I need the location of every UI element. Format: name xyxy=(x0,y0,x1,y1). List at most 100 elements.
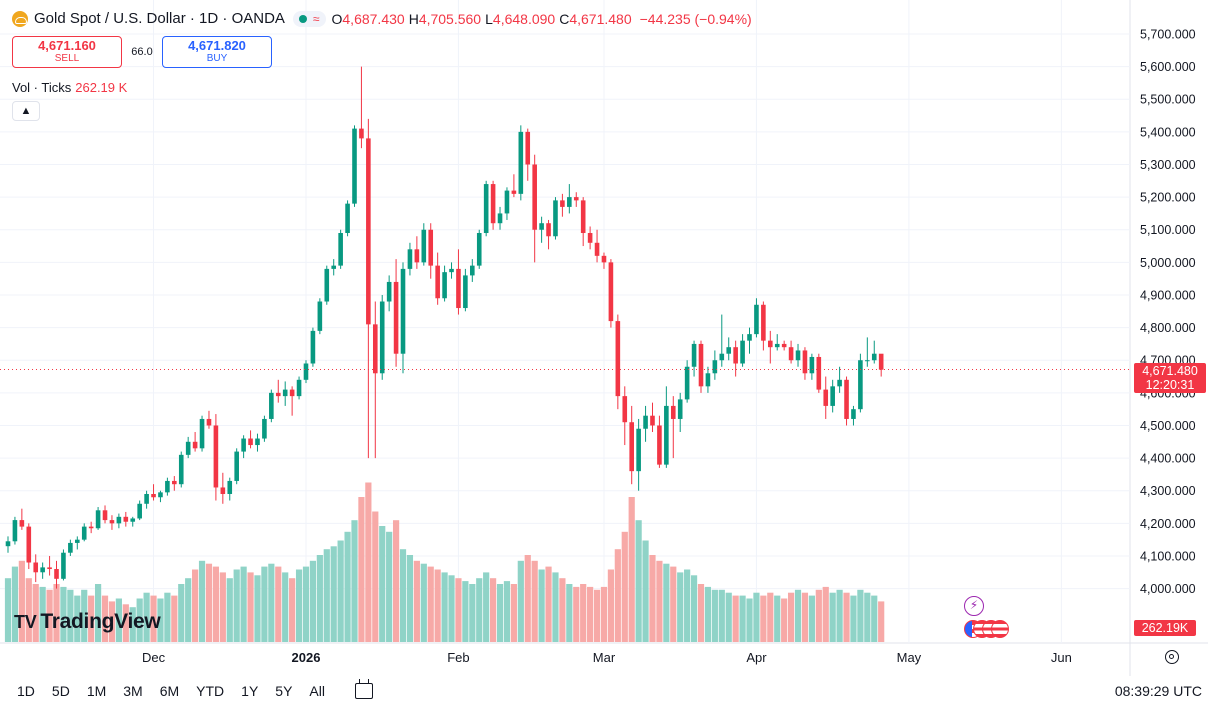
collapse-legend-button[interactable]: ▲ xyxy=(12,101,40,121)
gear-icon[interactable] xyxy=(1165,650,1179,664)
volume-bar xyxy=(74,595,81,642)
price-chart[interactable]: 5,700.000 5,600.000 5,500.000 5,400.000 5,30… xyxy=(0,0,1208,676)
volume-bar xyxy=(60,586,67,642)
candle-body xyxy=(470,265,475,276)
buy-button[interactable]: 4,671.820 BUY xyxy=(162,36,272,68)
candle-body xyxy=(761,304,766,341)
volume-bar xyxy=(580,584,587,642)
candle-body xyxy=(788,347,794,361)
candle-body xyxy=(275,392,281,397)
timeframe-6m[interactable]: 6M xyxy=(159,683,180,699)
candle-body xyxy=(774,343,780,348)
candle-body xyxy=(691,343,697,367)
volume-bar xyxy=(413,560,420,642)
candle-body xyxy=(677,399,683,419)
candle-body xyxy=(463,275,468,309)
volume-bar xyxy=(268,563,275,642)
tradingview-logo[interactable]: TV TradingView xyxy=(14,610,161,634)
candle-body xyxy=(587,233,593,243)
sell-button[interactable]: 4,671.160 SELL xyxy=(12,36,122,68)
volume-bar xyxy=(801,592,809,642)
bottom-toolbar: 1D 5D 1M 3M 6M YTD 1Y 5Y All 08:39:29 UT… xyxy=(0,676,1208,706)
price-tick-label: 5,700.000 xyxy=(1140,28,1196,42)
gold-symbol-icon xyxy=(12,10,28,27)
volume-bar xyxy=(150,595,157,642)
timeframe-1m[interactable]: 1M xyxy=(86,683,107,699)
timeframe-1d[interactable]: 1D xyxy=(17,683,35,699)
volume-bar xyxy=(122,604,129,642)
volume-bar xyxy=(684,569,691,642)
timeframe-1y[interactable]: 1Y xyxy=(241,683,259,699)
candle-body xyxy=(227,480,233,494)
volume-bar xyxy=(205,563,213,642)
volume-bar xyxy=(656,560,663,642)
trade-buttons: 4,671.160 SELL 66.0 4,671.820 BUY xyxy=(12,36,272,68)
candle-body xyxy=(414,249,420,263)
volume-bar xyxy=(843,592,850,642)
candle-body xyxy=(636,428,641,472)
candle-body xyxy=(144,493,149,504)
candle-body xyxy=(878,353,884,370)
candle-body xyxy=(220,487,226,494)
volume-tag: 262.19K xyxy=(1134,620,1196,636)
volume-bar xyxy=(198,560,206,642)
symbol-legend: Gold Spot / U.S. Dollar · 1D · OANDA ≈ O… xyxy=(12,10,752,27)
candle-body xyxy=(68,542,73,553)
volume-bar xyxy=(663,563,670,642)
utc-clock[interactable]: 08:39:29 UTC xyxy=(1114,683,1202,699)
volume-bar xyxy=(864,592,871,642)
candle-body xyxy=(151,493,156,498)
candle-body xyxy=(5,541,11,547)
candle-body xyxy=(601,255,607,263)
lightning-event-icon[interactable]: ⚡ xyxy=(964,596,984,616)
candle-body xyxy=(310,330,316,364)
candle-body xyxy=(379,301,385,374)
volume-bar xyxy=(323,549,330,642)
candle-body xyxy=(88,526,94,529)
candle-body xyxy=(795,350,801,361)
volume-bar xyxy=(164,592,171,642)
volume-bar xyxy=(372,511,379,642)
volume-bar xyxy=(185,578,192,642)
volume-bar xyxy=(503,581,511,642)
price-tick-label: 4,800.000 xyxy=(1140,321,1196,335)
candle-body xyxy=(719,353,725,361)
candle-body xyxy=(560,200,565,207)
candle-body xyxy=(497,213,503,224)
economic-events[interactable] xyxy=(964,620,1009,638)
volume-bar xyxy=(600,586,608,642)
candle-body xyxy=(615,321,621,397)
time-tick-label: May xyxy=(897,650,922,665)
volume-bar xyxy=(386,531,393,642)
candle-body xyxy=(372,324,378,374)
event-flag-icon xyxy=(991,620,1009,638)
volume-bar xyxy=(829,592,836,642)
time-tick-label: Feb xyxy=(447,650,469,665)
timeframe-5y[interactable]: 5Y xyxy=(275,683,293,699)
candle-body xyxy=(331,265,337,269)
time-tick-label: 2026 xyxy=(292,650,321,665)
candle-body xyxy=(428,229,434,266)
chevron-up-icon: ▲ xyxy=(20,105,32,117)
volume-bar xyxy=(732,595,739,642)
volume-bar xyxy=(192,569,199,642)
volume-bar xyxy=(815,589,822,642)
candle-body xyxy=(393,281,399,354)
volume-legend[interactable]: Vol · Ticks 262.19 K xyxy=(12,80,127,95)
volume-bar xyxy=(718,589,725,642)
market-status-pill[interactable]: ≈ xyxy=(292,10,326,27)
candle-body xyxy=(26,526,32,563)
date-range-icon[interactable] xyxy=(354,679,373,699)
price-tick-label: 5,100.000 xyxy=(1140,223,1196,237)
candle-body xyxy=(352,128,357,204)
price-tick-label: 4,100.000 xyxy=(1140,549,1196,563)
timeframe-all[interactable]: All xyxy=(309,683,325,699)
volume-bar xyxy=(746,598,753,642)
timeframe-5d[interactable]: 5D xyxy=(51,683,70,699)
candle-body xyxy=(33,562,39,573)
timeframe-3m[interactable]: 3M xyxy=(123,683,143,699)
symbol-title[interactable]: Gold Spot / U.S. Dollar · 1D · OANDA xyxy=(34,10,285,27)
timeframe-ytd[interactable]: YTD xyxy=(196,683,225,699)
candle-body xyxy=(594,242,600,256)
candle-body xyxy=(449,268,454,273)
